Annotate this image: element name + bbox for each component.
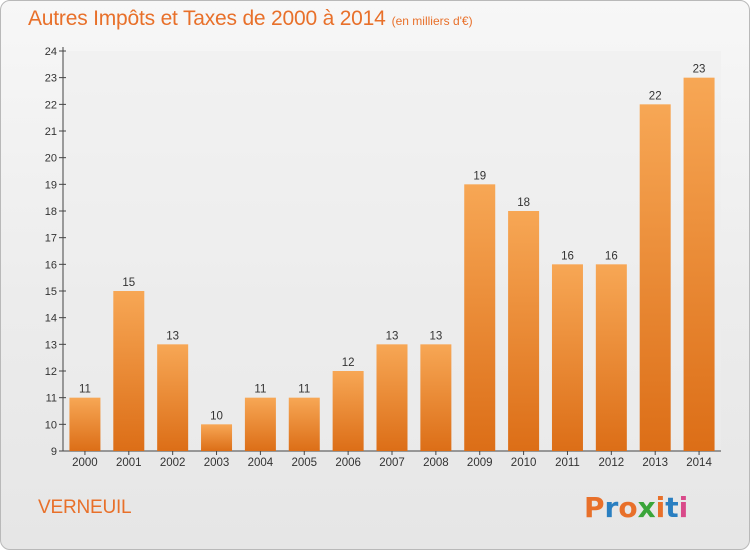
- x-tick-label: 2011: [555, 457, 580, 469]
- value-label: 23: [693, 64, 706, 76]
- y-tick-label: 13: [45, 339, 57, 351]
- value-label: 16: [561, 250, 574, 262]
- value-label: 13: [386, 330, 399, 342]
- logo-letter: x: [637, 491, 656, 524]
- x-tick-label: 2012: [599, 457, 625, 469]
- y-tick-label: 9: [51, 446, 57, 458]
- y-tick-label: 21: [45, 126, 57, 138]
- bar-2001: [113, 291, 145, 451]
- x-tick-label: 2002: [160, 457, 186, 469]
- chart-title-text: Autres Impôts et Taxes de 2000 à 2014: [28, 7, 386, 30]
- value-label: 11: [79, 384, 91, 396]
- x-tick-label: 2006: [335, 457, 361, 469]
- value-label: 11: [298, 384, 310, 396]
- bar-2005: [288, 397, 320, 451]
- y-tick-label: 16: [45, 259, 57, 271]
- value-label: 15: [122, 277, 135, 289]
- x-tick-label: 2008: [423, 457, 449, 469]
- x-tick-label: 2010: [511, 457, 537, 469]
- location-label: VERNEUIL: [38, 497, 132, 518]
- bar-2002: [157, 344, 189, 451]
- bar-2011: [551, 264, 583, 451]
- bar-2014: [683, 77, 715, 452]
- value-label: 12: [342, 357, 355, 369]
- chart-title: Autres Impôts et Taxes de 2000 à 2014 (en…: [28, 7, 473, 31]
- bar-2008: [420, 344, 452, 451]
- value-label: 22: [649, 90, 662, 102]
- x-tick-label: 2003: [204, 457, 230, 469]
- y-tick-label: 20: [45, 153, 57, 165]
- bar-2012: [595, 264, 627, 451]
- y-tick-label: 24: [45, 46, 57, 58]
- chart-unit: (en milliers d'€): [391, 14, 473, 28]
- y-tick-label: 11: [46, 393, 57, 405]
- bar-2000: [69, 397, 101, 451]
- value-label: 13: [429, 330, 442, 342]
- bar-2007: [376, 344, 408, 451]
- logo-letter: i: [678, 491, 689, 524]
- x-tick-label: 2013: [642, 457, 668, 469]
- y-tick-label: 19: [45, 179, 57, 191]
- y-tick-label: 15: [45, 286, 57, 298]
- bar-2009: [464, 184, 496, 452]
- bar-2004: [244, 397, 276, 451]
- y-tick-label: 14: [45, 313, 57, 325]
- logo-letter: i: [655, 491, 666, 524]
- bar-2013: [639, 104, 671, 451]
- bar-2003: [201, 424, 233, 451]
- value-label: 10: [210, 410, 223, 422]
- x-tick-label: 2000: [72, 457, 98, 469]
- proxiti-logo: Proxiti: [584, 491, 688, 524]
- logo-letter: r: [604, 491, 619, 524]
- value-label: 18: [517, 197, 530, 209]
- x-tick-label: 2001: [116, 457, 142, 469]
- x-tick-label: 2009: [467, 457, 493, 469]
- logo-letter: o: [618, 491, 638, 524]
- logo-letter: t: [665, 491, 679, 524]
- y-tick-label: 10: [45, 419, 57, 431]
- y-tick-label: 23: [45, 73, 57, 85]
- y-tick-label: 17: [45, 233, 57, 245]
- value-label: 19: [473, 170, 486, 182]
- x-tick-label: 2005: [291, 457, 317, 469]
- y-tick-label: 12: [45, 366, 57, 378]
- bar-2006: [332, 371, 364, 451]
- value-label: 11: [254, 384, 266, 396]
- bar-2010: [508, 211, 540, 451]
- x-tick-label: 2014: [686, 457, 712, 469]
- y-tick-label: 18: [45, 206, 57, 218]
- x-tick-label: 2004: [248, 457, 274, 469]
- value-label: 16: [605, 250, 618, 262]
- logo-letter: P: [584, 491, 605, 524]
- y-tick-label: 22: [45, 99, 57, 111]
- x-tick-label: 2007: [379, 457, 405, 469]
- value-label: 13: [166, 330, 179, 342]
